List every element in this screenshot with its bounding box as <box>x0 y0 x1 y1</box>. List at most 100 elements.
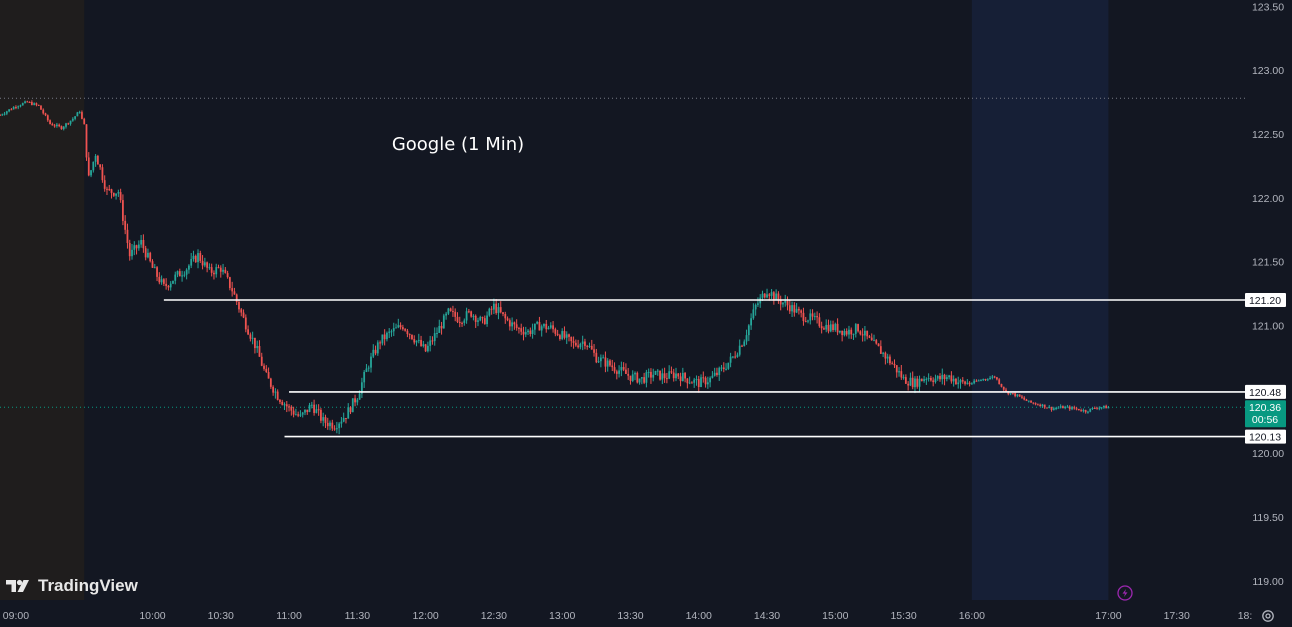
candle-body <box>697 379 700 388</box>
candle-body <box>1014 393 1017 397</box>
candle-body <box>629 375 632 381</box>
candle-body <box>431 340 434 342</box>
candle-body <box>188 265 190 270</box>
y-tick-label: 119.50 <box>1252 512 1283 524</box>
candle-body <box>44 113 47 116</box>
candle-body <box>249 334 252 339</box>
candle-body <box>654 370 657 375</box>
candle-body <box>281 401 284 405</box>
candle-body <box>0 114 1 116</box>
candle-body <box>825 324 828 330</box>
candle-body <box>354 398 356 403</box>
candle-body <box>340 421 343 424</box>
candle-body <box>463 320 466 323</box>
candle-body <box>882 352 885 354</box>
candle-body <box>306 409 309 412</box>
candle-body <box>574 342 577 346</box>
candle-body <box>964 381 966 384</box>
candle-body <box>640 377 643 379</box>
candle-body <box>704 377 707 385</box>
candle-body <box>1025 399 1028 402</box>
candle-body <box>1005 389 1007 392</box>
candle-body <box>577 345 580 348</box>
candle-body <box>1055 408 1057 410</box>
candle-body <box>265 368 268 373</box>
candle-body <box>813 316 816 318</box>
candle-body <box>895 365 898 373</box>
candle-body <box>618 370 620 374</box>
tradingview-logo[interactable]: TradingView <box>6 576 138 596</box>
candle-body <box>256 346 259 349</box>
candle-body <box>650 371 652 378</box>
candle-body <box>94 155 97 162</box>
candle-body <box>957 382 960 385</box>
horizontal-levels[interactable] <box>163 299 1245 438</box>
candle-body <box>659 370 661 380</box>
candle-body <box>581 341 584 344</box>
candle-body <box>1080 410 1083 412</box>
candle-body <box>747 325 750 336</box>
candle-body <box>1073 407 1076 409</box>
candle-body <box>160 279 163 283</box>
candle-body <box>1000 383 1003 387</box>
candle-body <box>140 239 143 245</box>
candle-body <box>631 374 634 381</box>
candle-body <box>504 313 507 319</box>
candle-body <box>322 417 325 421</box>
candle-body <box>527 330 529 333</box>
candle-body <box>87 157 90 176</box>
candle-body <box>752 309 755 319</box>
candle-body <box>927 377 930 379</box>
candle-body <box>135 245 138 249</box>
candle-body <box>379 342 382 344</box>
candle-body <box>386 332 388 340</box>
level-price-label: 120.48 <box>1249 387 1281 399</box>
candle-body <box>422 344 425 346</box>
candle-body <box>390 331 393 333</box>
candle-body <box>638 378 641 383</box>
current-price-label: 120.36 <box>1249 402 1281 414</box>
candle-body <box>194 255 197 263</box>
x-tick-label: 17:00 <box>1095 610 1121 622</box>
candle-body <box>818 317 821 327</box>
candle-body <box>875 340 878 344</box>
candle-body <box>984 379 987 381</box>
lightning-icon[interactable] <box>1117 585 1133 601</box>
candle-body <box>1018 394 1021 397</box>
candle-body <box>996 377 998 380</box>
candle-body <box>358 393 361 400</box>
candle-body <box>333 428 336 430</box>
candle-body <box>324 417 327 423</box>
candle-body <box>452 310 454 312</box>
candle-body <box>1046 407 1048 409</box>
candle-body <box>429 340 432 346</box>
candle-body <box>290 406 293 411</box>
candle-body <box>709 377 712 383</box>
candle-body <box>502 312 504 314</box>
candle-body <box>852 333 855 335</box>
candle-body <box>643 377 646 383</box>
candle-body <box>604 357 607 367</box>
candle-body <box>970 383 973 385</box>
candle-body <box>401 327 404 330</box>
candle-body <box>238 301 240 310</box>
candle-body <box>743 341 746 347</box>
candle-body <box>1093 407 1096 409</box>
x-tick-label: 10:00 <box>139 610 165 622</box>
candle-body <box>101 167 104 181</box>
candle-body <box>119 192 122 201</box>
candle-body <box>702 377 705 379</box>
candle-body <box>349 407 352 413</box>
gear-icon[interactable] <box>1260 608 1276 624</box>
y-tick-label: 120.00 <box>1252 448 1284 460</box>
time-axis[interactable]: 09:00 10:00 10:30 11:00 11:30 12:00 12:30 13:00… <box>0 600 1292 627</box>
candle-body <box>433 333 436 342</box>
x-tick-label: 13:30 <box>617 610 643 622</box>
candle-body <box>247 329 249 335</box>
candle-body <box>609 360 611 366</box>
candle-body <box>92 161 95 171</box>
candle-body <box>695 379 698 381</box>
candle-body <box>634 372 636 375</box>
candle-body <box>345 417 347 419</box>
